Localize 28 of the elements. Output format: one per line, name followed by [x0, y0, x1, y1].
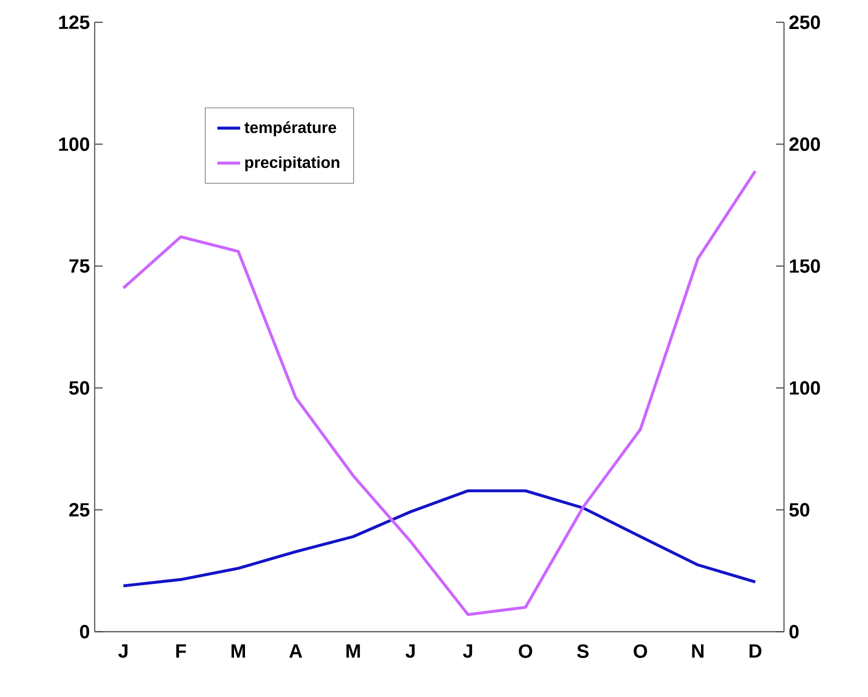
y2-tick-label: 200 [789, 137, 820, 151]
x-tick-label: M [346, 644, 360, 658]
legend-label: température [244, 121, 336, 136]
x-tick-label: S [577, 644, 589, 658]
y2-tick-label: 0 [789, 624, 799, 638]
y2-tick-label: 150 [790, 259, 820, 273]
x-tick-label: F [176, 644, 186, 658]
x-tick-label: O [634, 644, 648, 658]
x-tick-label: A [289, 644, 302, 658]
line-series [122, 489, 757, 588]
x-tick-label: O [518, 644, 532, 658]
x-tick-label: N [692, 644, 704, 658]
x-tick-label: J [463, 644, 472, 658]
y2-tick-label: 50 [789, 503, 810, 517]
x-tick-label: J [406, 644, 415, 658]
y-tick-label: 50 [69, 381, 90, 395]
y-tick-label: 125 [59, 16, 90, 30]
y-tick-label: 25 [69, 503, 90, 517]
y-tick-label: 75 [69, 259, 90, 273]
x-tick-label: M [232, 644, 245, 658]
legend-label: precipitation [245, 156, 340, 172]
line-series [122, 170, 757, 616]
y2-tick-label: 100 [790, 381, 820, 395]
y-tick-label: 100 [59, 137, 90, 151]
x-tick-label: J [118, 644, 128, 658]
y2-tick-label: 250 [789, 16, 820, 30]
y-tick-label: 0 [80, 624, 90, 638]
x-tick-label: D [750, 644, 762, 658]
